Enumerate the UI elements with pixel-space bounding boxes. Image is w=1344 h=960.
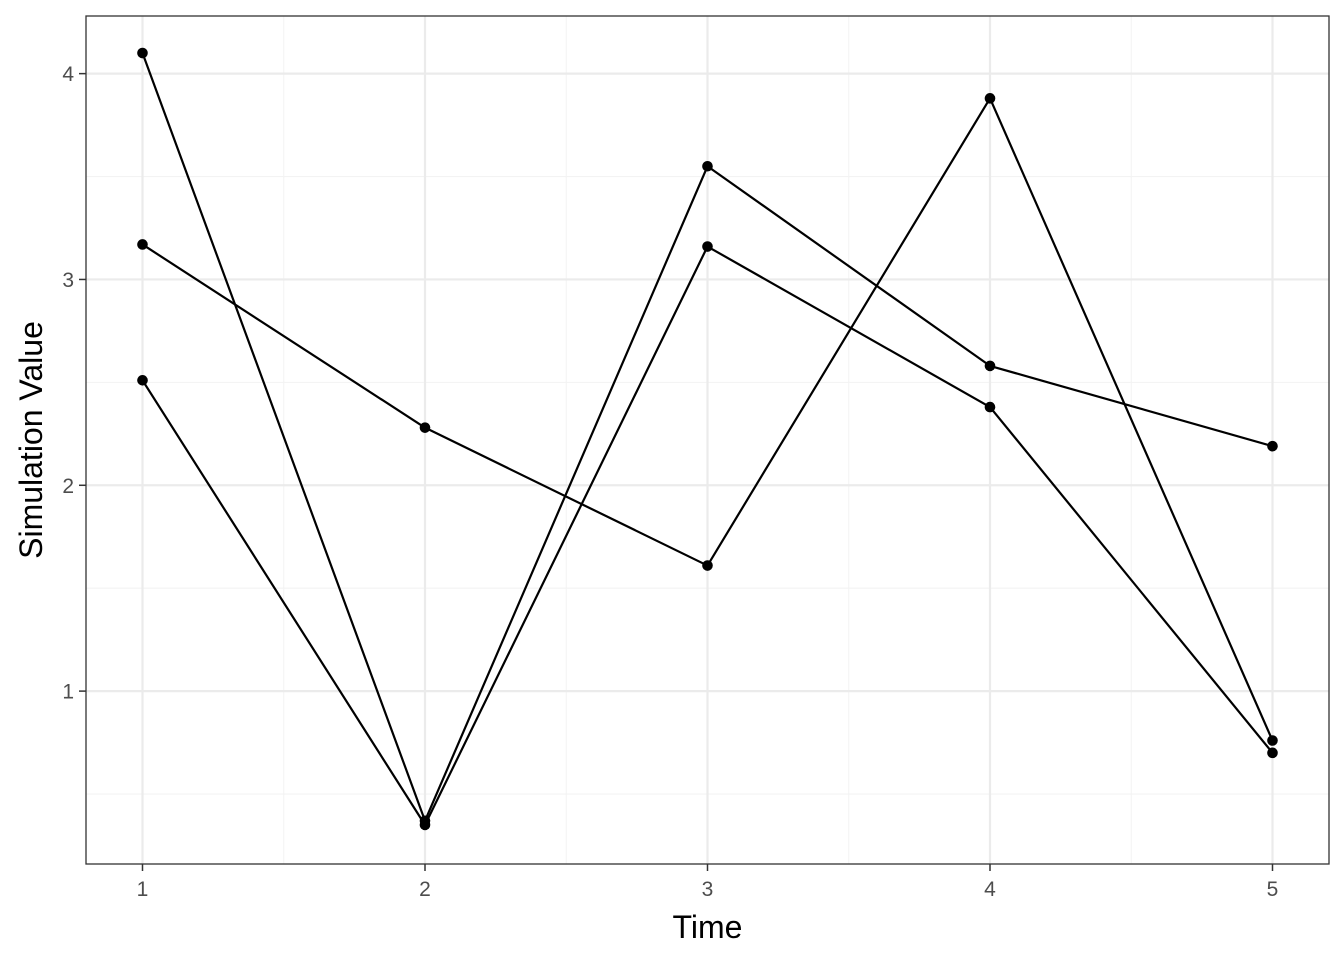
y-tick-label: 2 — [62, 475, 74, 498]
x-tick-label: 3 — [702, 878, 714, 901]
y-tick-label: 3 — [62, 269, 74, 292]
y-axis-title: Simulation Value — [13, 321, 49, 559]
x-tick-label: 2 — [419, 878, 431, 901]
y-tick-label: 4 — [62, 63, 74, 86]
data-point — [1267, 735, 1278, 746]
data-point — [137, 239, 148, 250]
x-tick-labels: 1 2 3 4 5 — [137, 878, 1279, 901]
x-tick-label: 1 — [137, 878, 149, 901]
x-tick-label: 4 — [984, 878, 996, 901]
data-point — [702, 241, 713, 252]
y-tick-label: 1 — [62, 681, 74, 704]
series-points — [137, 47, 1278, 831]
data-point — [137, 47, 148, 59]
major-grid — [86, 16, 1329, 864]
data-point — [137, 375, 148, 386]
data-point — [1267, 440, 1278, 452]
x-axis-title: Time — [673, 909, 743, 945]
data-point — [419, 819, 431, 831]
data-point — [702, 160, 713, 172]
data-point — [419, 422, 431, 433]
data-point — [702, 560, 713, 571]
data-point — [984, 360, 996, 372]
data-point — [984, 401, 996, 413]
axis-ticks — [79, 72, 1274, 871]
x-tick-label: 5 — [1267, 878, 1279, 901]
data-point — [1267, 747, 1278, 759]
y-tick-labels: 1 2 3 4 — [62, 63, 74, 703]
data-point — [984, 93, 996, 104]
